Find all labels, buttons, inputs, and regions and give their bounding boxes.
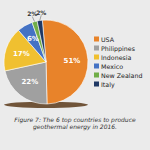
pie-slice [42, 20, 88, 104]
legend-swatch [94, 46, 99, 51]
title: Figure 7: The 6 top countries to produce… [2, 116, 148, 130]
leader-line [40, 15, 42, 20]
legend-swatch [94, 64, 99, 69]
data-label: 6% [27, 35, 39, 43]
data-label: 17% [13, 50, 30, 58]
slices [4, 20, 88, 104]
chart: 51%22%17%6%2%2%USAPhilippinesIndonesiaMe… [0, 0, 150, 116]
legend-entry: New Zealand [101, 72, 142, 79]
legend-entry: Italy [101, 81, 115, 89]
legend-swatch [94, 55, 99, 60]
data-label: 51% [64, 57, 81, 65]
data-labels: 51%22%17%6%2%2% [13, 9, 80, 87]
legend-entry: Mexico [101, 63, 123, 70]
legend-entry: USA [101, 36, 115, 43]
legend-swatch [94, 73, 99, 78]
legend-entry: Indonesia [101, 54, 132, 61]
data-label: 22% [22, 78, 39, 86]
legend-swatch [94, 82, 99, 87]
legend-entry: Philippines [101, 45, 135, 53]
leader-line [32, 17, 34, 22]
legend-swatch [94, 37, 99, 42]
data-label: 2% [36, 9, 46, 16]
legend: USA PhilippinesIndonesia Mexico New Zealand… [94, 36, 142, 89]
